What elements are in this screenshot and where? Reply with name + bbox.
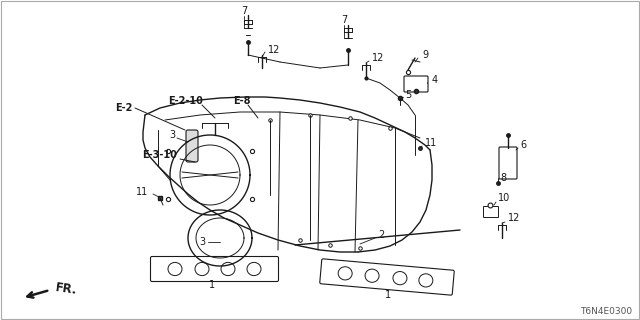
Ellipse shape (365, 269, 379, 282)
Text: E-3-10: E-3-10 (142, 150, 177, 160)
Text: 3: 3 (169, 130, 175, 140)
Text: 5: 5 (405, 90, 412, 100)
Text: FR.: FR. (54, 281, 77, 297)
Text: 12: 12 (372, 53, 385, 63)
Text: E-2: E-2 (115, 103, 132, 113)
FancyBboxPatch shape (150, 257, 278, 282)
Text: 4: 4 (432, 75, 438, 85)
Text: E-2-10: E-2-10 (168, 96, 203, 106)
Text: 8: 8 (500, 173, 506, 183)
FancyBboxPatch shape (320, 259, 454, 295)
Text: 9: 9 (422, 50, 428, 60)
Text: E-8: E-8 (233, 96, 250, 106)
Ellipse shape (419, 274, 433, 287)
Text: 12: 12 (508, 213, 520, 223)
Text: 6: 6 (520, 140, 526, 150)
Ellipse shape (195, 262, 209, 276)
Ellipse shape (221, 262, 235, 276)
FancyBboxPatch shape (186, 130, 198, 162)
Text: 1: 1 (385, 290, 391, 300)
Text: 1: 1 (209, 280, 215, 290)
Ellipse shape (247, 262, 261, 276)
FancyBboxPatch shape (483, 206, 499, 218)
Text: 11: 11 (136, 187, 148, 197)
Text: 7: 7 (341, 15, 347, 25)
FancyBboxPatch shape (404, 76, 428, 92)
FancyBboxPatch shape (499, 147, 517, 179)
Text: 3: 3 (199, 237, 205, 247)
Text: 2: 2 (378, 230, 384, 240)
Text: 10: 10 (498, 193, 510, 203)
Ellipse shape (168, 262, 182, 276)
Ellipse shape (393, 272, 407, 285)
Text: T6N4E0300: T6N4E0300 (580, 308, 632, 316)
Text: 12: 12 (268, 45, 280, 55)
Text: 7: 7 (241, 6, 247, 16)
Text: 11: 11 (425, 138, 437, 148)
Ellipse shape (338, 267, 352, 280)
